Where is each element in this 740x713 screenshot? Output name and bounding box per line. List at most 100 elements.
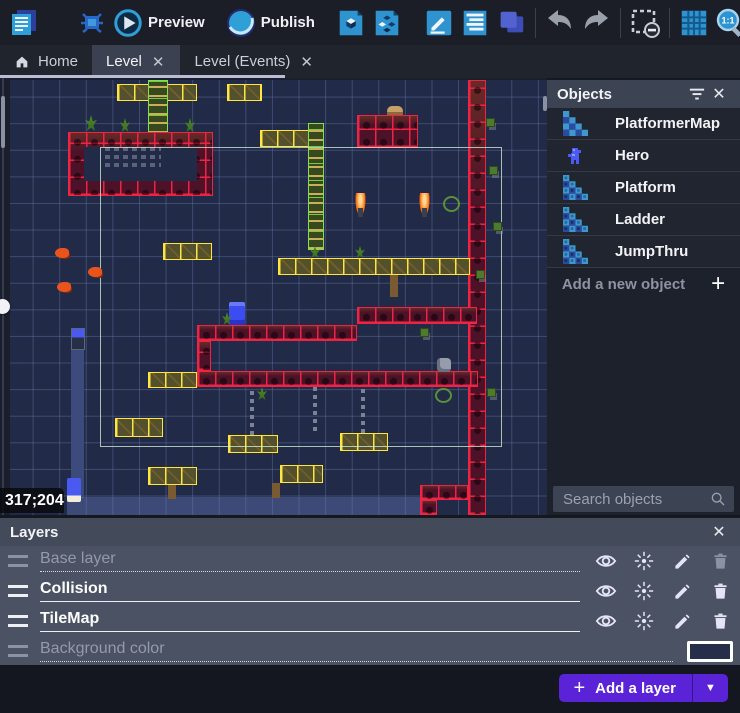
layer-row-collision[interactable]: Collision	[0, 576, 740, 606]
layer-delete-icon[interactable]	[708, 579, 732, 603]
tab-home[interactable]: Home	[0, 45, 92, 78]
layer-row-tilemap[interactable]: TileMap	[0, 606, 740, 636]
project-manager-icon[interactable]	[6, 4, 42, 42]
preview-icon[interactable]	[110, 4, 146, 42]
layer-row-background-color[interactable]: Background color	[0, 636, 740, 666]
tab-level[interactable]: Level ✕	[92, 45, 181, 78]
layer-edit-icon[interactable]	[670, 549, 694, 573]
objects-search[interactable]	[553, 486, 734, 512]
canvas-scroll-knob[interactable]	[0, 299, 10, 314]
tile-yellow[interactable]	[228, 435, 278, 453]
objects-close-icon[interactable]: ✕	[712, 86, 726, 103]
tile-yellow[interactable]	[148, 467, 197, 485]
tile-red[interactable]	[420, 500, 437, 515]
layer-name[interactable]: Background color	[40, 640, 673, 662]
sprite-ring[interactable]	[443, 196, 460, 212]
tile-red[interactable]	[468, 80, 486, 515]
layer-name[interactable]: Collision	[40, 580, 580, 602]
sprite-mushroom[interactable]	[387, 106, 403, 115]
tab-level-events[interactable]: Level (Events) ✕	[180, 45, 328, 78]
sprite-skull[interactable]	[437, 358, 451, 372]
tile-chain[interactable]	[250, 387, 254, 435]
canvas-hscroll-thumb[interactable]	[0, 75, 285, 78]
sprite-plant[interactable]	[355, 246, 365, 258]
object-row-ladder[interactable]: Ladder	[547, 204, 740, 236]
publish-label[interactable]: Publish	[260, 14, 315, 31]
add-object-icon[interactable]	[333, 4, 369, 42]
add-layer-button[interactable]: + Add a layer ▼	[559, 674, 728, 702]
sprite-ring[interactable]	[435, 388, 452, 403]
sprite-plant[interactable]	[310, 246, 320, 258]
sprite-plant[interactable]	[257, 387, 267, 400]
tile-ladder[interactable]	[148, 80, 168, 134]
sprite-torch[interactable]	[419, 193, 430, 217]
redo-icon[interactable]	[578, 4, 614, 42]
object-row-platform[interactable]: Platform	[547, 172, 740, 204]
events-list-icon[interactable]	[457, 4, 493, 42]
sprite-greenbox[interactable]	[486, 118, 495, 127]
tile-red[interactable]	[357, 115, 418, 148]
tile-water[interactable]	[71, 338, 84, 498]
drag-handle-icon[interactable]	[8, 585, 28, 597]
layer-row-base-layer[interactable]: Base layer	[0, 546, 740, 576]
layer-effects-icon[interactable]	[632, 609, 656, 633]
object-row-hero[interactable]: Hero	[547, 140, 740, 172]
sprite-plant[interactable]	[120, 118, 130, 132]
sprite-hero[interactable]	[229, 302, 245, 325]
objects-search-input[interactable]	[561, 489, 710, 509]
canvas-vscroll-track[interactable]	[2, 78, 4, 515]
sprite-greenbox[interactable]	[489, 166, 498, 175]
tile-yellow[interactable]	[163, 243, 212, 260]
layer-effects-icon[interactable]	[632, 549, 656, 573]
layer-name[interactable]: Base layer	[40, 550, 580, 572]
deselect-icon[interactable]	[627, 4, 663, 42]
canvas-vscroll-thumb[interactable]	[1, 96, 5, 148]
layer-visibility-icon[interactable]	[594, 609, 618, 633]
layers-close-icon[interactable]: ✕	[712, 524, 726, 541]
sprite-stem[interactable]	[390, 275, 398, 297]
tab-level-close-icon[interactable]: ✕	[151, 53, 165, 71]
tile-chain[interactable]	[313, 387, 317, 431]
tile-bar[interactable]	[67, 497, 420, 515]
drag-handle-icon[interactable]	[8, 645, 28, 657]
edit-scene-icon[interactable]	[421, 4, 457, 42]
drag-handle-icon[interactable]	[8, 555, 28, 567]
tile-yellow[interactable]	[115, 418, 163, 437]
layer-name[interactable]: TileMap	[40, 610, 580, 632]
sprite-stem[interactable]	[272, 483, 280, 498]
panel-scroll-thumb[interactable]	[543, 96, 547, 111]
sprite-plant[interactable]	[222, 312, 232, 325]
add-objects-group-icon[interactable]	[369, 4, 405, 42]
sprite-greenbox[interactable]	[487, 388, 496, 397]
zoom-1-1-icon[interactable]: 1:1	[712, 4, 740, 42]
sprite-bird[interactable]	[57, 282, 71, 292]
add-object-button[interactable]: Add a new object +	[547, 268, 740, 300]
add-layer-dropdown[interactable]: ▼	[692, 674, 728, 702]
sprite-spriteTop[interactable]	[71, 328, 85, 350]
background-color-swatch[interactable]	[687, 640, 733, 662]
sprite-greenbox[interactable]	[476, 270, 485, 279]
tile-red[interactable]	[197, 371, 478, 387]
objects-filter-icon[interactable]	[686, 83, 708, 105]
debugger-icon[interactable]	[74, 4, 110, 42]
sprite-bird[interactable]	[88, 267, 102, 277]
object-row-platformermap[interactable]: PlatformerMap	[547, 108, 740, 140]
layer-edit-icon[interactable]	[670, 579, 694, 603]
layer-delete-icon[interactable]	[708, 609, 732, 633]
tile-red[interactable]	[197, 325, 357, 341]
layer-visibility-icon[interactable]	[594, 579, 618, 603]
tile-red[interactable]	[197, 341, 211, 371]
scene-canvas[interactable]	[10, 80, 547, 515]
tile-yellow[interactable]	[260, 130, 310, 147]
tile-redframe[interactable]	[68, 132, 213, 196]
tile-yellow[interactable]	[278, 258, 470, 275]
drag-handle-icon[interactable]	[8, 615, 28, 627]
tile-yellow[interactable]	[280, 465, 323, 483]
tab-level-events-close-icon[interactable]: ✕	[300, 53, 313, 71]
grid-icon[interactable]	[676, 4, 712, 42]
sprite-plant[interactable]	[185, 118, 195, 132]
sprite-bird[interactable]	[55, 248, 69, 258]
tile-red[interactable]	[420, 485, 468, 500]
sprite-stem[interactable]	[168, 485, 176, 499]
undo-icon[interactable]	[542, 4, 578, 42]
